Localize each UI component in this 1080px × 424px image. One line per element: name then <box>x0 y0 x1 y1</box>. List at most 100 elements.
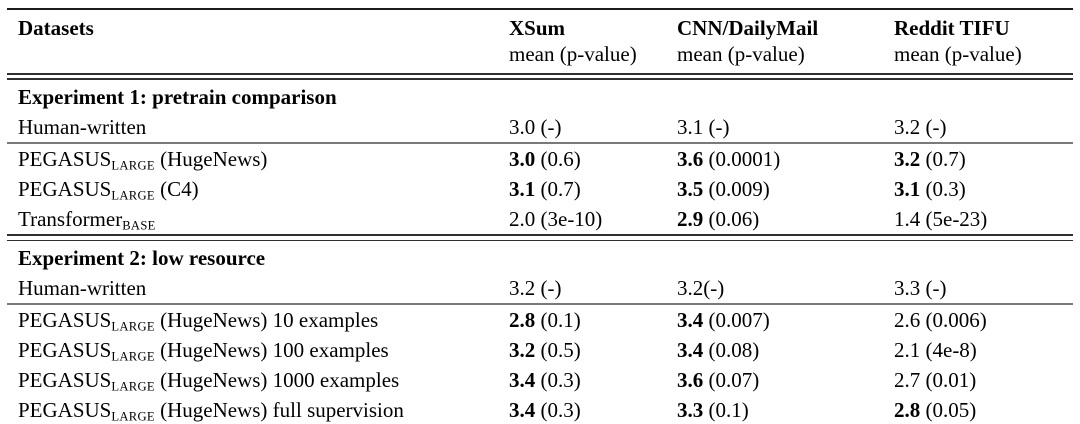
section-title: Experiment 1: pretrain comparison <box>18 85 337 110</box>
p-value: (3e-10) <box>535 207 603 232</box>
table-row: PEGASUSLARGE (HugeNews) 3.0 (0.6) 3.6 (0.0… <box>7 144 1073 174</box>
p-value: (0.1) <box>535 308 581 333</box>
value-cell: 3.1 (0.7) <box>509 174 677 204</box>
dataset-name-subscript: LARGE <box>111 319 155 334</box>
value-cell: 2.8 (0.1) <box>509 305 677 335</box>
section-title-cell: Experiment 2: low resource <box>7 241 1073 273</box>
p-value: (0.7) <box>535 177 581 202</box>
value-cell: 3.2 (0.5) <box>509 335 677 365</box>
section-header-row: Experiment 2: low resource <box>7 241 1073 273</box>
p-value: (-) <box>920 276 947 301</box>
section-title: Experiment 2: low resource <box>18 246 266 271</box>
table-row: TransformerBASE 2.0 (3e-10) 2.9 (0.06) 1.4 … <box>7 204 1073 234</box>
dataset-name-subscript: LARGE <box>111 409 155 424</box>
mean-value: 3.5 <box>677 177 704 202</box>
value-cell: 3.6 (0.07) <box>677 365 894 395</box>
header-subtitle-reddit-tifu: mean (p-value) <box>894 42 1022 66</box>
value-cell: 3.2 (-) <box>894 112 1073 142</box>
p-value: (4e-8) <box>920 338 977 363</box>
mean-value: 3.6 <box>677 147 704 172</box>
p-value: (0.5) <box>535 338 581 363</box>
dataset-label-cell: PEGASUSLARGE (HugeNews) 10 examples <box>7 305 509 335</box>
p-value: (0.07) <box>703 368 760 393</box>
section-header-row: Experiment 1: pretrain comparison <box>7 80 1073 112</box>
mean-value: 3.3 <box>894 276 921 301</box>
value-cell: 2.9 (0.06) <box>677 204 894 234</box>
dataset-label-cell: PEGASUSLARGE (HugeNews) <box>7 144 509 174</box>
mean-value: 3.0 <box>509 115 536 140</box>
value-cell: 3.2 (-) <box>509 273 677 303</box>
dataset-name: PEGASUS <box>18 147 112 172</box>
header-row-subtitles: mean (p-value) mean (p-value) mean (p-va… <box>7 41 1073 73</box>
table-row: PEGASUSLARGE (HugeNews) 10 examples 2.8 (… <box>7 305 1073 335</box>
mean-value: 2.9 <box>677 207 704 232</box>
header-subtitle-xsum: mean (p-value) <box>509 42 637 66</box>
table-row: Human-written 3.2 (-) 3.2(-) 3.3 (-) <box>7 273 1073 303</box>
p-value: (0.06) <box>703 207 760 232</box>
mean-value: 1.4 <box>894 207 921 232</box>
p-value: (0.006) <box>920 308 987 333</box>
dataset-name-suffix: (HugeNews) 10 examples <box>154 308 379 333</box>
header-subtitle-cnn-dailymail: mean (p-value) <box>677 42 805 66</box>
rule-line <box>7 78 1073 81</box>
value-cell: 3.4 (0.08) <box>677 335 894 365</box>
mean-value: 2.8 <box>509 308 536 333</box>
rule-line <box>7 234 1073 236</box>
mean-value: 3.4 <box>509 368 536 393</box>
p-value: (0.0001) <box>703 147 781 172</box>
p-value: (0.1) <box>703 398 749 423</box>
mean-value: 2.7 <box>894 368 921 393</box>
dataset-label-cell: Human-written <box>7 273 509 303</box>
p-value: (0.08) <box>703 338 760 363</box>
dataset-name: PEGASUS <box>18 177 112 202</box>
dataset-label-cell: PEGASUSLARGE (HugeNews) full supervision <box>7 395 509 424</box>
p-value: (5e-23) <box>920 207 988 232</box>
mean-value: 3.1 <box>509 177 536 202</box>
mean-value: 3.2 <box>677 276 704 301</box>
p-value: (-) <box>535 115 562 140</box>
dataset-label-cell: TransformerBASE <box>7 204 509 234</box>
p-value: (0.05) <box>920 398 977 423</box>
dataset-name: Human-written <box>18 276 147 301</box>
mean-value: 3.4 <box>677 338 704 363</box>
dataset-name: Transformer <box>18 207 123 232</box>
mean-value: 3.4 <box>509 398 536 423</box>
rule-line <box>7 239 1073 242</box>
p-value: (-) <box>535 276 562 301</box>
dataset-name-subscript: LARGE <box>111 158 155 173</box>
dataset-name: PEGASUS <box>18 308 112 333</box>
dataset-name: PEGASUS <box>18 368 112 393</box>
dataset-label-cell: Human-written <box>7 112 509 142</box>
value-cell: 3.1 (-) <box>677 112 894 142</box>
mean-value: 3.4 <box>677 308 704 333</box>
mean-value: 3.0 <box>509 147 536 172</box>
value-cell: 3.3 (0.1) <box>677 395 894 424</box>
mean-value: 2.8 <box>894 398 921 423</box>
p-value: (-) <box>703 115 730 140</box>
mean-value: 3.1 <box>677 115 704 140</box>
dataset-label-cell: PEGASUSLARGE (HugeNews) 1000 examples <box>7 365 509 395</box>
p-value: (0.7) <box>920 147 966 172</box>
mean-value: 3.2 <box>894 115 921 140</box>
mean-value: 2.6 <box>894 308 921 333</box>
rule-line <box>7 303 1073 306</box>
p-value: (0.3) <box>920 177 966 202</box>
thin-divider <box>7 142 1073 145</box>
rule-line <box>7 73 1073 75</box>
header-row-names: Datasets XSum CNN/DailyMail Reddit TIFU <box>7 9 1073 41</box>
p-value: (0.01) <box>920 368 977 393</box>
p-value: (0.3) <box>535 398 581 423</box>
value-cell: 3.6 (0.0001) <box>677 144 894 174</box>
table-row: PEGASUSLARGE (HugeNews) 100 examples 3.2 … <box>7 335 1073 365</box>
thin-divider <box>7 303 1073 306</box>
results-table-body: Experiment 1: pretrain comparison Human-w… <box>7 80 1073 424</box>
dataset-name-subscript: LARGE <box>111 349 155 364</box>
dataset-name-subscript: LARGE <box>111 188 155 203</box>
double-rule <box>7 234 1073 242</box>
value-cell: 1.4 (5e-23) <box>894 204 1073 234</box>
header-col-reddit-tifu: Reddit TIFU <box>894 16 1010 40</box>
value-cell: 3.5 (0.009) <box>677 174 894 204</box>
mean-value: 3.1 <box>894 177 921 202</box>
p-value: (0.007) <box>703 308 770 333</box>
